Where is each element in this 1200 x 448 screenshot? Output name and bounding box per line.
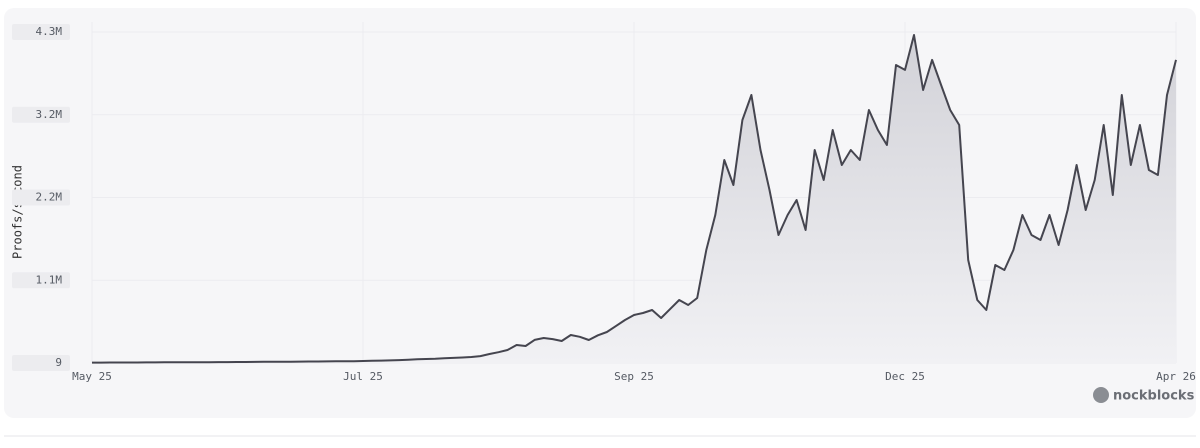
- x-tick-label: Dec 25: [885, 370, 925, 383]
- y-tick-label: 4.3M: [36, 25, 63, 38]
- watermark: nockblocks: [1093, 387, 1195, 404]
- y-tick-bg: [12, 355, 70, 371]
- y-tick-bg: [12, 24, 70, 40]
- y-tick-bg: [12, 272, 70, 289]
- y-tick-label: 9: [55, 356, 62, 369]
- y-axis-label: Proofs/second: [11, 165, 25, 259]
- y-tick-label: 1.1M: [36, 273, 63, 286]
- y-tick-label: 2.2M: [36, 191, 63, 204]
- x-tick-label: Jul 25: [343, 370, 383, 383]
- y-tick-label: 3.2M: [36, 108, 63, 121]
- x-tick-label: Apr 26: [1156, 370, 1196, 383]
- x-tick-label: May 25: [72, 370, 112, 383]
- y-tick-bg: [12, 189, 70, 206]
- watermark-text: nockblocks: [1113, 389, 1195, 404]
- x-tick-label: Sep 25: [614, 370, 654, 383]
- y-tick-bg: [12, 106, 70, 123]
- area: [92, 35, 1176, 363]
- line: [92, 34, 1177, 364]
